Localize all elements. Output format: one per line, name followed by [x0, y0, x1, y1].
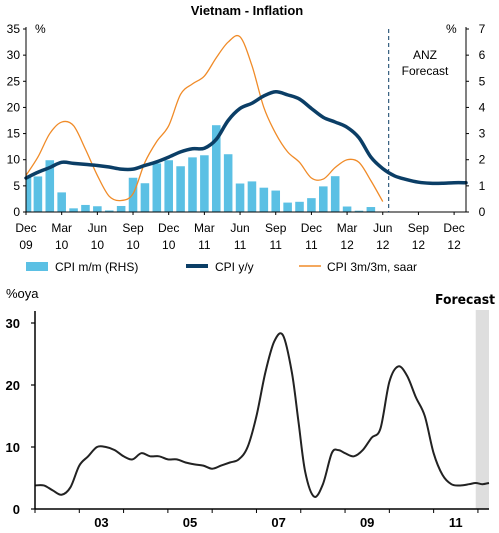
bar-cpi-mm [223, 154, 233, 212]
legend-label-cpi-mm: CPI m/m (RHS) [55, 260, 138, 274]
bar-cpi-mm [354, 210, 364, 212]
left-y-tick-label: 10 [7, 153, 21, 167]
x-tick-label-month: Mar [51, 221, 72, 235]
x-tick-label-month: Dec [443, 221, 464, 235]
left-y-tick-label: 30 [7, 48, 21, 62]
bar-cpi-mm [200, 155, 209, 212]
vietnam-inflation-chart: Vietnam - Inflation % % 0510152025303501… [7, 3, 486, 274]
x-tick-label-month: Sep [122, 221, 144, 235]
left-axis-unit: % [35, 22, 46, 36]
x-tick-label: 11 [449, 515, 463, 530]
bar-cpi-mm [366, 207, 376, 212]
y-tick-label: 0 [13, 502, 20, 517]
chart-title: Vietnam - Inflation [191, 3, 303, 18]
left-y-tick-label: 0 [13, 205, 20, 219]
x-tick-label-year: 11 [198, 238, 211, 252]
bar-cpi-mm [211, 125, 221, 212]
bar-cpi-mm [319, 186, 328, 212]
y-tick-label: 10 [6, 440, 20, 455]
x-tick-label-year: 10 [126, 238, 140, 252]
bar-cpi-mm [176, 166, 185, 212]
x-tick-label-month: Jun [230, 221, 249, 235]
right-y-tick-label: 5 [479, 74, 486, 88]
bar-cpi-mm [69, 208, 78, 212]
bar-cpi-mm [342, 206, 352, 212]
bar-cpi-mm [188, 157, 197, 212]
forecast-shaded-region [475, 310, 489, 509]
y-tick-label: 30 [6, 316, 20, 331]
bar-cpi-mm [295, 201, 304, 212]
legend-swatch-cpi-mm [26, 262, 48, 271]
x-tick-label-year: 10 [162, 238, 176, 252]
right-y-tick-label: 2 [479, 153, 486, 167]
bar-cpi-mm [235, 183, 245, 212]
line-cpi-yy [24, 89, 468, 186]
x-tick-label-year: 12 [412, 238, 426, 252]
right-y-tick-label: 4 [479, 100, 486, 114]
left-y-tick-label: 35 [7, 22, 21, 36]
forecast-label: Forecast [435, 293, 495, 308]
forecast-label-line2: Forecast [402, 64, 449, 78]
x-tick-label-year: 10 [55, 238, 69, 252]
left-y-tick-label: 25 [7, 74, 21, 88]
line-inflation-oya [34, 332, 490, 498]
bar-cpi-mm [247, 181, 257, 212]
right-axis-unit: % [446, 22, 457, 36]
bar-cpi-mm [93, 206, 102, 212]
bar-cpi-mm [259, 187, 269, 212]
right-y-tick-label: 0 [479, 205, 486, 219]
x-tick-label: 07 [271, 515, 285, 530]
x-tick-label-year: 11 [269, 238, 282, 252]
bar-cpi-mm [140, 183, 150, 212]
bar-cpi-mm [26, 175, 32, 212]
x-tick-label-month: Dec [15, 221, 36, 235]
bar-cpi-mm [271, 190, 281, 212]
x-tick-label-month: Mar [194, 221, 215, 235]
bar-cpi-mm [57, 192, 66, 212]
bar-cpi-mm [164, 160, 173, 212]
right-y-tick-label: 3 [479, 127, 486, 141]
right-y-tick-label: 7 [479, 22, 486, 36]
x-tick-label-year: 10 [91, 238, 105, 252]
right-y-tick-label: 6 [479, 48, 486, 62]
x-tick-label-year: 11 [305, 238, 318, 252]
bar-cpi-mm [104, 210, 114, 212]
x-tick-label-year: 12 [340, 238, 354, 252]
x-tick-label: 09 [360, 515, 374, 530]
x-tick-label: 05 [183, 515, 197, 530]
x-tick-label-month: Sep [408, 221, 430, 235]
x-tick-label-year: 11 [234, 238, 247, 252]
y-tick-label: 20 [6, 378, 20, 393]
left-y-tick-label: 15 [7, 127, 21, 141]
left-y-tick-label: 20 [7, 100, 21, 114]
bar-cpi-mm [152, 163, 162, 212]
x-tick-label-year: 12 [376, 238, 390, 252]
bar-cpi-mm [330, 176, 340, 212]
x-tick-label-month: Dec [301, 221, 322, 235]
bar-cpi-mm [33, 176, 43, 212]
bar-cpi-mm [116, 205, 126, 212]
x-tick-label-month: Dec [158, 221, 179, 235]
x-tick-label-year: 09 [19, 238, 33, 252]
left-y-tick-label: 5 [13, 179, 20, 193]
bar-cpi-mm [45, 160, 55, 212]
bar-cpi-mm [81, 204, 90, 212]
legend-label-cpi-yy: CPI y/y [215, 260, 254, 274]
x-tick-label: 03 [94, 515, 108, 530]
line-cpi-3m3m [25, 34, 384, 202]
bar-cpi-mm [283, 202, 292, 212]
x-tick-label-year: 12 [447, 238, 461, 252]
x-tick-label-month: Sep [265, 221, 287, 235]
x-tick-label-month: Jun [373, 221, 392, 235]
right-y-tick-label: 1 [479, 179, 486, 193]
legend-label-cpi-3m: CPI 3m/3m, saar [327, 260, 417, 274]
chart-legend: CPI m/m (RHS) CPI y/y CPI 3m/3m, saar [26, 260, 417, 274]
x-tick-label-month: Mar [337, 221, 358, 235]
bar-cpi-mm [307, 198, 316, 212]
x-tick-label-month: Jun [88, 221, 107, 235]
forecast-label-line1: ANZ [413, 48, 437, 62]
